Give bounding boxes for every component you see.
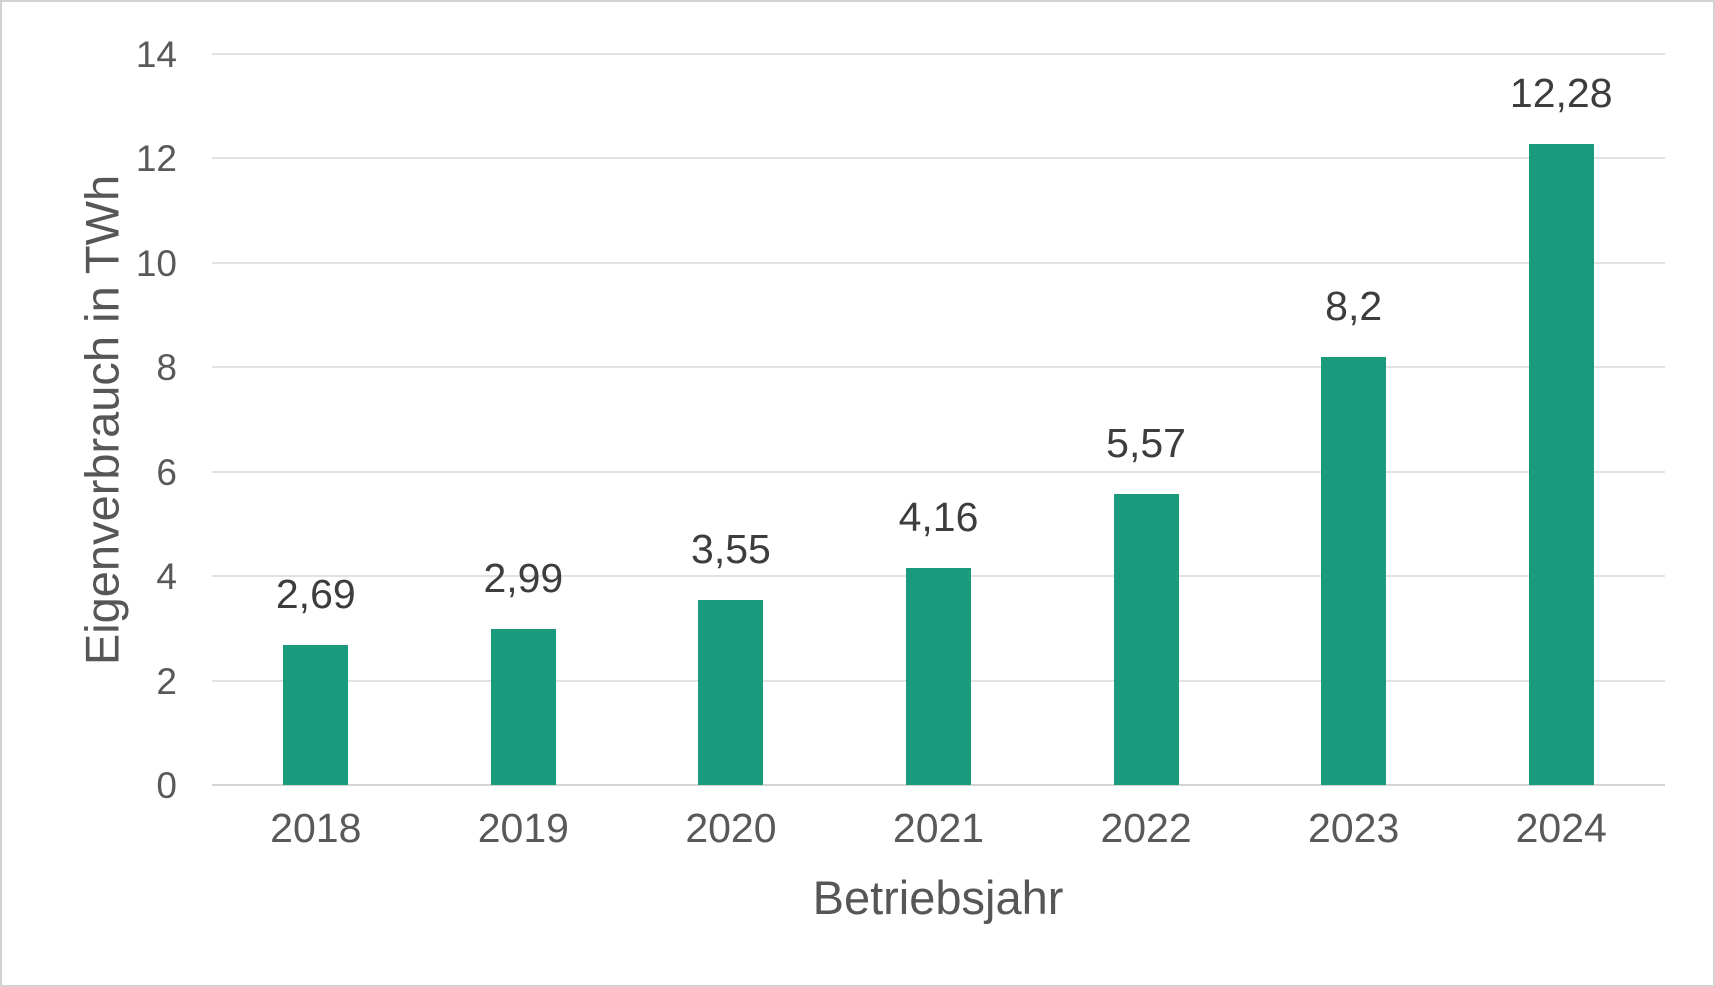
bar-value-label: 8,2 bbox=[1325, 282, 1383, 329]
bar bbox=[1321, 356, 1387, 785]
bar bbox=[906, 567, 971, 785]
bar bbox=[490, 628, 556, 785]
bar-value-label: 2,69 bbox=[275, 570, 356, 617]
y-tick-label: 12 bbox=[135, 138, 177, 180]
x-tick-label: 2021 bbox=[892, 805, 985, 851]
y-tick-label: 10 bbox=[135, 242, 177, 284]
gridline bbox=[212, 470, 1665, 473]
x-tick-label: 2024 bbox=[1515, 805, 1607, 851]
x-axis-line bbox=[212, 784, 1665, 786]
y-tick-label: 2 bbox=[156, 660, 177, 702]
bar-value-label: 3,55 bbox=[691, 525, 771, 572]
y-tick-label: 4 bbox=[156, 556, 177, 598]
bar-value-label: 12,28 bbox=[1509, 69, 1613, 116]
gridline bbox=[212, 366, 1665, 369]
gridline bbox=[212, 261, 1665, 264]
bar bbox=[283, 644, 349, 785]
bar-value-label: 2,99 bbox=[483, 554, 564, 601]
y-tick-label: 0 bbox=[156, 765, 177, 806]
x-tick-label: 2023 bbox=[1308, 805, 1400, 851]
bar bbox=[1113, 494, 1179, 785]
x-tick-label: 2020 bbox=[685, 805, 777, 851]
y-tick-label: 8 bbox=[156, 347, 177, 389]
bar bbox=[698, 599, 764, 785]
y-tick-label: 14 bbox=[135, 34, 177, 75]
gridline bbox=[212, 53, 1665, 55]
x-axis-title: Betriebsjahr bbox=[812, 871, 1064, 924]
gridline bbox=[212, 157, 1665, 160]
bar-value-label: 4,16 bbox=[898, 493, 979, 540]
x-tick-label: 2018 bbox=[270, 805, 362, 851]
bar bbox=[1528, 143, 1594, 785]
x-tick-label: 2022 bbox=[1100, 805, 1192, 851]
y-tick-label: 6 bbox=[156, 451, 177, 493]
x-tick-label: 2019 bbox=[477, 805, 569, 851]
bar-value-label: 5,57 bbox=[1106, 420, 1186, 467]
